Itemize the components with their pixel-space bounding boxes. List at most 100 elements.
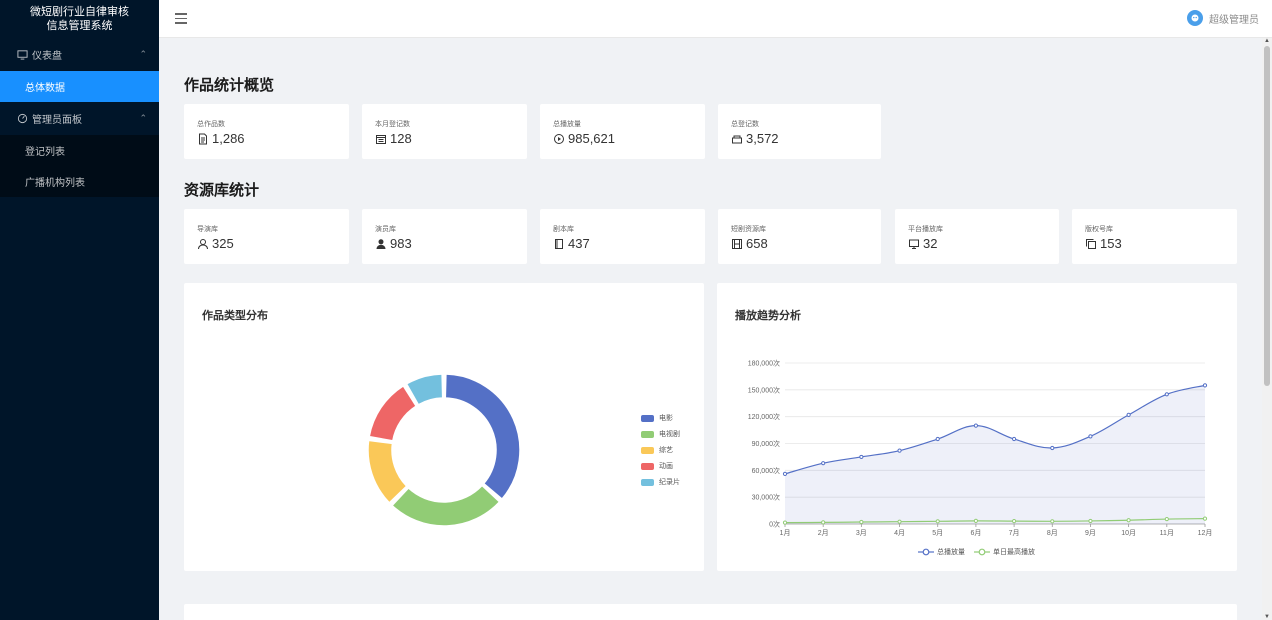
user-filled-icon: [375, 238, 387, 250]
scroll-up-arrow[interactable]: ▲: [1264, 38, 1270, 44]
data-point[interactable]: [1088, 434, 1093, 439]
menu-group-dashboard[interactable]: 仪表盘 ⌃: [0, 38, 159, 71]
user-menu[interactable]: 超级管理员: [1187, 10, 1259, 26]
stat-value: 658: [746, 236, 768, 251]
line-chart-title: 播放趋势分析: [735, 310, 801, 322]
stat-value: 983: [390, 236, 412, 251]
pie-chart-title: 作品类型分布: [202, 310, 268, 322]
x-tick-label: 9月: [1085, 529, 1096, 537]
legend-marker-icon: [918, 548, 934, 556]
pie-slice[interactable]: [391, 484, 501, 527]
stat-value: 1,286: [212, 131, 245, 146]
data-point[interactable]: [897, 448, 902, 453]
legend-swatch: [641, 478, 654, 486]
pie-legend-item[interactable]: 综艺: [641, 445, 673, 455]
copy-icon: [1085, 238, 1097, 250]
data-point[interactable]: [1202, 383, 1208, 388]
data-point[interactable]: [1088, 518, 1093, 524]
document-icon: [197, 133, 209, 145]
data-point[interactable]: [782, 471, 788, 477]
stat-label: 总作品数: [197, 121, 225, 128]
stat-value: 128: [390, 131, 412, 146]
sidebar: 微短剧行业自律审核 信息管理系统 仪表盘 ⌃ 总体数据 管理员面板 ⌃ 登记列表…: [0, 0, 159, 620]
data-point[interactable]: [973, 423, 979, 428]
library-title: 资源库统计: [184, 182, 260, 199]
stat-value: 32: [923, 236, 938, 251]
user-name: 超级管理员: [1209, 14, 1259, 26]
pie-legend-item[interactable]: 电影: [641, 413, 673, 423]
stat-value-row: 325: [197, 236, 234, 251]
data-point[interactable]: [1164, 392, 1169, 397]
data-point[interactable]: [935, 436, 940, 442]
data-point[interactable]: [1011, 436, 1017, 442]
dashboard-icon: [16, 49, 28, 61]
y-tick-label: 30,000次: [752, 493, 780, 502]
data-point[interactable]: [973, 518, 979, 523]
calendar-icon: [375, 133, 387, 145]
scroll-thumb[interactable]: [1264, 46, 1270, 386]
data-point[interactable]: [1126, 412, 1131, 417]
x-tick-label: 10月: [1121, 529, 1136, 537]
data-point[interactable]: [1050, 445, 1055, 451]
stat-value-row: 3,572: [731, 131, 779, 146]
data-point[interactable]: [1202, 516, 1208, 521]
stat-card-short-drama-library: 短剧资源库 658: [718, 209, 881, 264]
y-tick-label: 60,000次: [752, 466, 780, 475]
y-tick-label: 180,000次: [748, 359, 780, 368]
pie-slice[interactable]: [444, 373, 521, 500]
sidebar-item-overall-data[interactable]: 总体数据: [0, 71, 159, 102]
stat-label: 导演库: [197, 226, 218, 233]
menu-group-admin[interactable]: 管理员面板 ⌃: [0, 102, 159, 135]
app-title-line2: 信息管理系统: [46, 20, 113, 32]
box-icon: [731, 133, 743, 145]
page-scrollbar[interactable]: ▲ ▼: [1262, 38, 1272, 620]
data-point[interactable]: [897, 519, 902, 524]
data-point[interactable]: [1011, 519, 1017, 524]
menu-group-admin-label: 管理员面板: [32, 115, 82, 126]
sidebar-item-registration-list[interactable]: 登记列表: [0, 135, 159, 166]
stat-label: 短剧资源库: [731, 226, 766, 233]
pie-slice[interactable]: [368, 385, 417, 442]
film-icon: [731, 238, 743, 250]
line-legend-item[interactable]: 总播放量: [918, 547, 965, 557]
scroll-down-arrow[interactable]: ▼: [1264, 614, 1270, 620]
book-icon: [553, 238, 565, 250]
legend-swatch: [641, 414, 654, 422]
chevron-up-icon: ⌃: [139, 49, 147, 59]
data-point[interactable]: [935, 519, 940, 524]
data-point[interactable]: [1164, 516, 1169, 522]
stat-label: 本月登记数: [375, 121, 410, 128]
stat-value-row: 128: [375, 131, 412, 146]
stat-card-actor-library: 演员库 983: [362, 209, 527, 264]
x-tick-label: 2月: [818, 529, 829, 537]
pie-slice[interactable]: [405, 373, 444, 406]
pie-legend-item[interactable]: 纪录片: [641, 477, 680, 487]
menu-toggle-icon[interactable]: [175, 13, 187, 25]
legend-label: 电视剧: [659, 431, 680, 438]
pie-chart-panel: 作品类型分布 电影电视剧综艺动画纪录片: [184, 283, 704, 571]
line-chart-panel: 播放趋势分析 0次 30,000次 60,000次 90,000次 120,000次 15…: [717, 283, 1237, 571]
data-point[interactable]: [821, 461, 826, 466]
data-point[interactable]: [821, 520, 826, 525]
legend-swatch: [641, 430, 654, 438]
sidebar-item-broadcaster-list[interactable]: 广播机构列表: [0, 166, 159, 197]
data-point[interactable]: [859, 519, 864, 525]
legend-label: 单日最高播放: [993, 549, 1035, 556]
data-point[interactable]: [859, 454, 864, 460]
data-point[interactable]: [782, 520, 788, 525]
pie-legend-item[interactable]: 电视剧: [641, 429, 680, 439]
series-line: [784, 518, 1206, 524]
legend-marker-icon: [974, 548, 990, 556]
stat-label: 版权号库: [1085, 226, 1113, 233]
pie-legend-item[interactable]: 动画: [641, 461, 673, 471]
data-point[interactable]: [1050, 519, 1055, 524]
line-legend-item[interactable]: 单日最高播放: [974, 547, 1035, 557]
x-tick-label: 12月: [1198, 529, 1213, 537]
stat-label: 剧本库: [553, 226, 574, 233]
data-point[interactable]: [1126, 518, 1131, 523]
legend-label: 电影: [659, 415, 673, 422]
stat-value-row: 1,286: [197, 131, 245, 146]
pie-slice[interactable]: [367, 439, 408, 504]
stat-value-row: 153: [1085, 236, 1122, 251]
menu-group-dashboard-label: 仪表盘: [32, 51, 62, 62]
